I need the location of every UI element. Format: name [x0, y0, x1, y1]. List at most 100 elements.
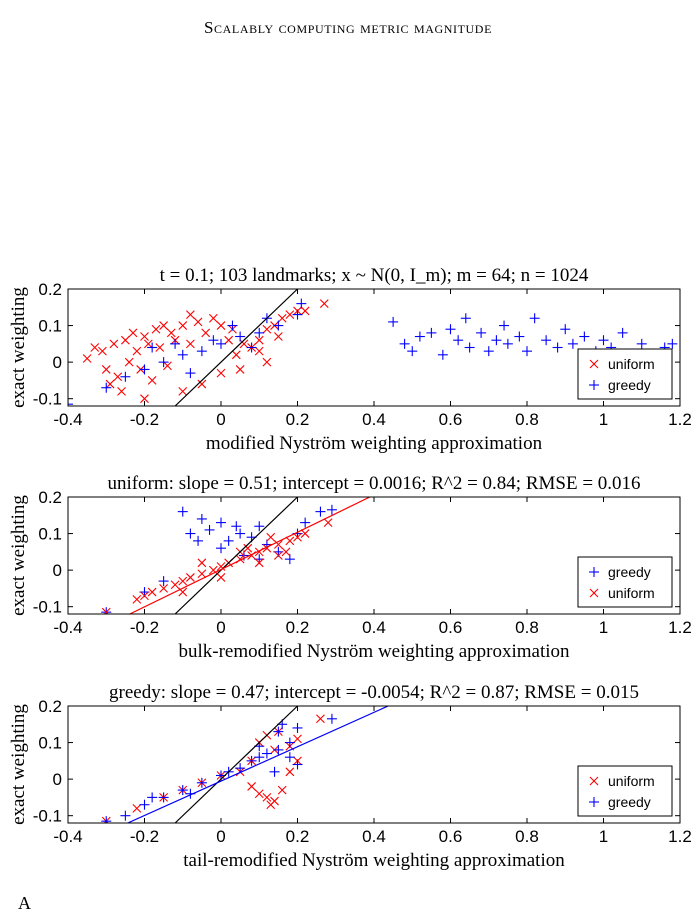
data-point: [196, 777, 207, 788]
x-tick-label: 1: [599, 827, 608, 846]
data-point: [170, 338, 181, 349]
data-point: [460, 313, 471, 324]
series-greedy: [68, 298, 678, 406]
legend: greedy uniform: [577, 556, 673, 608]
data-point: [522, 346, 532, 357]
data-point: [227, 320, 238, 331]
data-point: [284, 752, 295, 763]
data-point: [231, 521, 242, 532]
data-point: [300, 517, 311, 528]
data-point: [132, 346, 142, 356]
x-tick-label: 0.6: [439, 410, 463, 429]
data-point: [579, 331, 590, 342]
data-point: [235, 763, 246, 774]
data-point: [139, 364, 150, 375]
page-header: Scalably computing metric magnitude: [204, 18, 492, 37]
data-point: [560, 324, 571, 335]
data-point: [139, 799, 150, 810]
data-point: [140, 332, 149, 341]
data-point: [247, 782, 256, 791]
y-tick-label: 0: [53, 770, 62, 789]
data-point: [197, 379, 207, 389]
series-uniform: [101, 518, 333, 614]
chart-panel-1: t = 0.1; 103 landmarks; x ~ N(0, I_m); m…: [8, 265, 692, 454]
x-tick-label: 0.8: [515, 618, 539, 637]
x-tick-label: 0: [216, 827, 225, 846]
data-point: [254, 327, 265, 338]
x-axis-label: modified Nyström weighting approximation: [206, 433, 543, 454]
data-point: [326, 713, 337, 724]
data-point: [158, 792, 169, 803]
data-point: [514, 331, 525, 342]
data-point: [254, 558, 264, 568]
data-point: [273, 540, 283, 549]
data-point: [208, 313, 218, 323]
chart-panel-3: greedy: slope = 0.47; intercept = -0.005…: [8, 682, 692, 871]
data-point: [567, 338, 578, 349]
series-uniform: [101, 714, 325, 823]
data-point: [208, 335, 219, 346]
data-point: [178, 576, 188, 586]
data-point: [292, 759, 303, 770]
data-point: [147, 792, 158, 803]
data-point: [235, 331, 246, 342]
data-point: [216, 368, 226, 378]
legend-marker-uniform: [589, 776, 599, 786]
data-point: [120, 335, 130, 345]
data-point: [216, 321, 226, 330]
data-point: [193, 535, 204, 546]
data-point: [316, 714, 325, 724]
legend-marker-uniform: [589, 588, 599, 598]
data-point: [285, 310, 295, 319]
chart-title: uniform: slope = 0.51; intercept = 0.001…: [107, 473, 640, 494]
data-point: [216, 517, 226, 528]
data-point: [315, 506, 326, 517]
data-point: [143, 339, 153, 349]
data-point: [483, 346, 494, 357]
chart-panel-2: uniform: slope = 0.51; intercept = 0.001…: [8, 473, 692, 662]
data-point: [246, 342, 257, 353]
data-point: [231, 350, 241, 360]
data-point: [224, 335, 234, 345]
data-point: [502, 338, 513, 349]
x-tick-label: 0.6: [439, 618, 463, 637]
legend: uniform greedy: [577, 765, 673, 817]
plot-area: [68, 289, 678, 406]
data-point: [197, 569, 207, 579]
data-point: [177, 506, 188, 517]
data-point: [109, 339, 119, 349]
data-point: [262, 324, 272, 334]
data-point: [117, 386, 126, 396]
data-point: [254, 346, 264, 356]
data-point: [269, 766, 280, 777]
data-point: [193, 317, 203, 327]
x-axis-label: bulk-remodified Nyström weighting approx…: [178, 641, 570, 662]
x-tick-label: 0.4: [362, 618, 386, 637]
x-tick-label: 0.6: [439, 827, 463, 846]
y-tick-label: -0.1: [33, 807, 62, 826]
data-point: [277, 785, 287, 795]
fit-line: [129, 497, 371, 614]
data-point: [273, 551, 283, 560]
data-point: [529, 313, 540, 324]
data-point: [499, 320, 510, 331]
data-point: [254, 335, 264, 345]
data-point: [262, 793, 272, 802]
y-tick-label: -0.1: [33, 390, 62, 409]
data-point: [414, 331, 425, 342]
data-point: [239, 339, 249, 349]
data-point: [491, 335, 502, 346]
data-point: [285, 767, 295, 777]
data-point: [159, 584, 169, 593]
legend-label-uniform: uniform: [608, 356, 655, 372]
data-point: [254, 752, 265, 763]
y-axis-label: exact weighting: [8, 287, 29, 408]
data-point: [300, 306, 310, 316]
data-point: [132, 803, 142, 813]
data-point: [163, 361, 172, 371]
y-tick-label: 0: [53, 561, 62, 580]
y-tick-label: 0.2: [38, 488, 62, 507]
data-point: [101, 365, 111, 374]
x-tick-label: 0.2: [286, 827, 310, 846]
data-point: [254, 789, 264, 799]
